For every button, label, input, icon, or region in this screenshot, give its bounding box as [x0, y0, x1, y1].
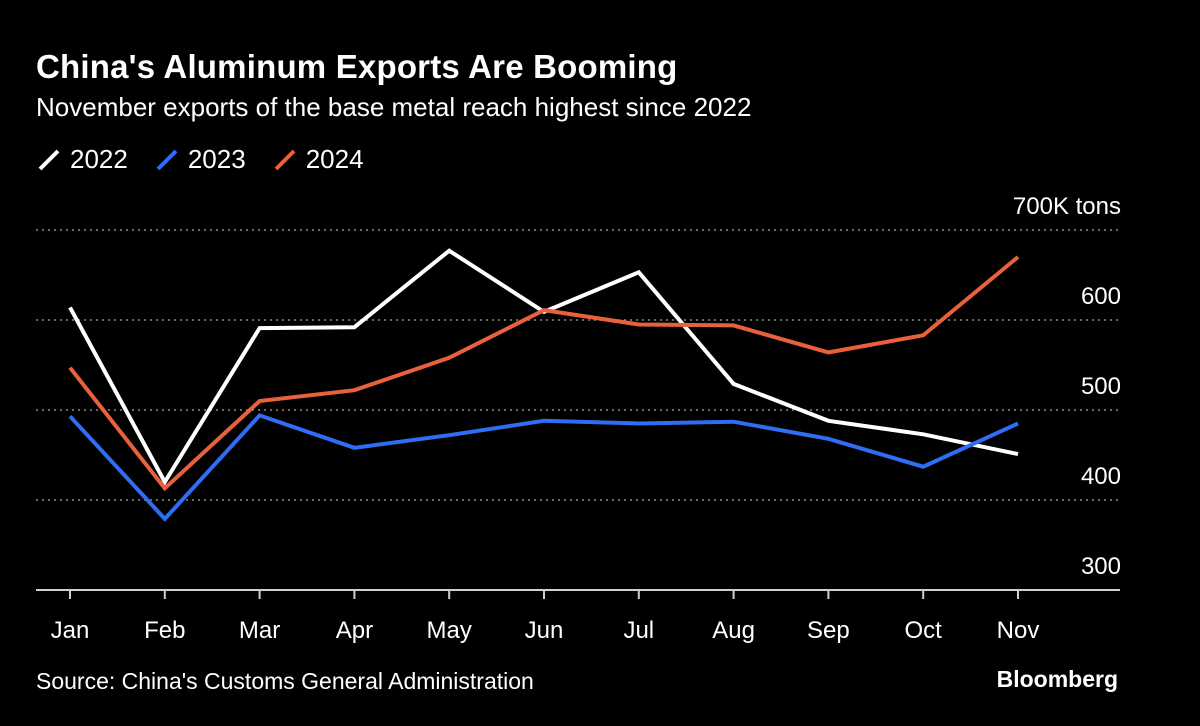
x-tick-label-oct: Oct [905, 617, 943, 644]
y-tick-label-700: 700K tons [1013, 193, 1121, 220]
legend-swatch-2024-icon [274, 149, 296, 170]
x-tick-label-sep: Sep [807, 617, 850, 644]
y-tick-label-300: 300 [1081, 553, 1121, 580]
source-note: Source: China's Customs General Administ… [36, 668, 534, 694]
y-tick-label-400: 400 [1081, 463, 1121, 490]
y-tick-label-500: 500 [1081, 373, 1121, 400]
brand-logo: Bloomberg [996, 666, 1118, 692]
legend-item-2023: 2023 [154, 144, 246, 175]
x-tick-label-jan: Jan [51, 617, 90, 644]
x-tick-label-may: May [427, 617, 472, 644]
x-tick-label-aug: Aug [712, 617, 755, 644]
legend-swatch-2022-icon [38, 149, 60, 170]
legend-label-2023: 2023 [187, 144, 246, 174]
x-tick-label-apr: Apr [336, 617, 373, 644]
legend-swatch-2023-icon [156, 149, 178, 170]
x-tick-label-feb: Feb [144, 617, 185, 644]
legend-item-2022: 2022 [36, 144, 128, 175]
x-tick-label-nov: Nov [997, 617, 1040, 644]
legend-label-2022: 2022 [70, 144, 128, 174]
legend-item-2024: 2024 [272, 144, 364, 175]
x-tick-label-jul: Jul [623, 617, 654, 644]
series-line-2023 [68, 413, 1019, 522]
legend-label-2024: 2024 [305, 144, 364, 174]
chart-subtitle: November exports of the base metal reach… [36, 92, 752, 122]
chart-title: China's Aluminum Exports Are Booming [36, 48, 678, 85]
series-line-2024 [68, 255, 1020, 492]
chart-legend: 2022 2023 2024 [36, 144, 390, 175]
y-tick-label-600: 600 [1081, 283, 1121, 310]
x-tick-label-mar: Mar [239, 617, 280, 644]
x-tick-label-jun: Jun [525, 617, 564, 644]
